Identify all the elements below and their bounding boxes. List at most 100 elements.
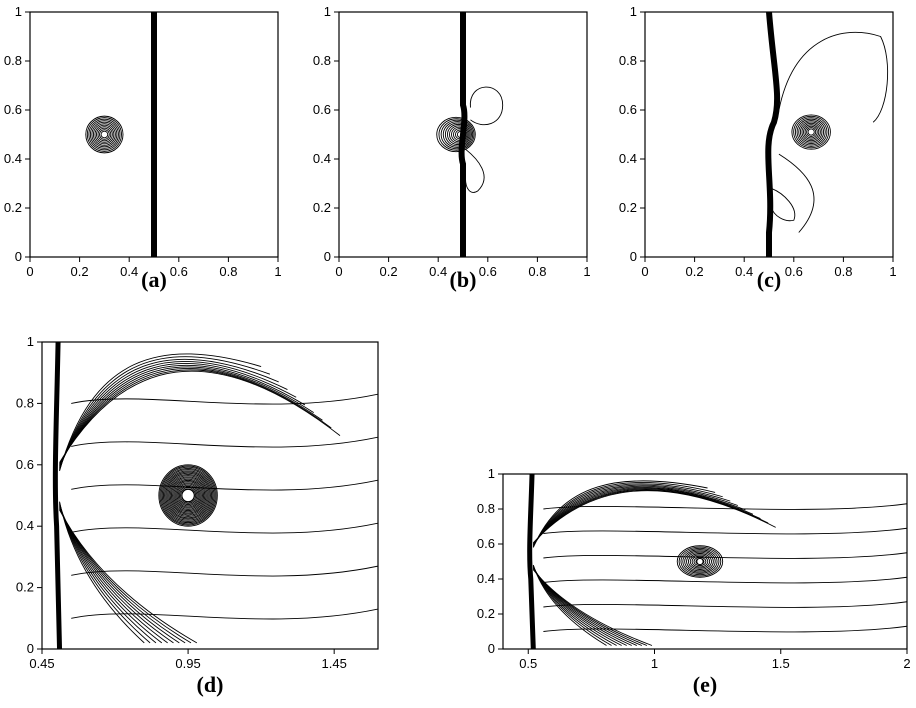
vortex-contour — [94, 124, 115, 145]
vortex-contour — [89, 120, 119, 149]
wave-contour — [771, 187, 796, 222]
field-contour — [71, 522, 378, 534]
vortex-contour — [86, 117, 122, 152]
bow-contour — [532, 569, 653, 646]
bow-contour — [59, 361, 288, 469]
vortex-contour — [804, 125, 818, 139]
vortex-contour — [160, 466, 216, 525]
x-tick-label: 0.8 — [219, 264, 237, 279]
y-tick-label: 0.8 — [4, 53, 22, 68]
x-tick-label: 0.45 — [29, 656, 54, 671]
vortex-contour — [438, 118, 475, 151]
y-tick-label: 0.4 — [619, 151, 637, 166]
y-tick-label: 0.4 — [4, 151, 22, 166]
x-tick-label: 0.8 — [834, 264, 852, 279]
x-tick-label: 0.6 — [170, 264, 188, 279]
x-tick-label: 2 — [903, 656, 910, 671]
vortex-contour — [168, 475, 208, 516]
plot-frame — [338, 11, 588, 258]
vortex-contour — [689, 554, 711, 569]
y-tick-label: 0.8 — [619, 53, 637, 68]
bow-contour — [59, 366, 314, 466]
vortex-contour — [447, 123, 470, 146]
vortex-contour — [97, 127, 112, 142]
x-tick-label: 0.2 — [380, 264, 398, 279]
field-contour — [543, 625, 907, 633]
vortex-contour — [176, 483, 200, 508]
x-tick-label: 0.4 — [120, 264, 138, 279]
x-tick-label: 0.5 — [519, 656, 537, 671]
vortex-contour — [798, 120, 825, 145]
y-tick-label: 0.2 — [313, 200, 331, 215]
field-contour — [71, 608, 378, 620]
y-tick-label: 0.6 — [16, 457, 34, 472]
vortex-contour — [178, 485, 198, 506]
y-tick-label: 0.6 — [4, 102, 22, 117]
field-contour — [71, 479, 378, 491]
plot-frame — [29, 11, 279, 258]
bow-contour — [59, 364, 306, 467]
panel-caption: (a) — [141, 267, 167, 292]
bow-contour — [532, 484, 731, 547]
bow-contour — [59, 362, 297, 468]
x-tick-label: 0.2 — [686, 264, 704, 279]
x-tick-label: 0.6 — [785, 264, 803, 279]
vortex-contour — [451, 126, 468, 143]
vortex-contour — [676, 545, 724, 578]
panel-d: 0.45 0.95 1.45 0 0.2 0.4 0.6 0.8 1 (d) — [16, 334, 379, 697]
panel-caption: (b) — [450, 267, 477, 292]
wave-contour — [469, 86, 504, 126]
wave-contour — [778, 153, 815, 233]
bow-contour — [532, 485, 738, 546]
vortex-contour — [85, 115, 124, 154]
field-contour — [71, 436, 378, 448]
vortex-contour — [161, 467, 215, 524]
vortex-contour — [169, 476, 207, 515]
bow-contour — [59, 368, 323, 465]
y-tick-label: 0 — [630, 249, 637, 264]
bow-contour — [59, 353, 262, 472]
panel-caption: (e) — [693, 672, 717, 697]
vortex-contour — [807, 128, 815, 136]
shock-front — [458, 12, 468, 257]
shock-front — [527, 474, 536, 649]
y-tick-label: 0 — [488, 641, 495, 656]
panel-caption: (c) — [757, 267, 781, 292]
y-tick-label: 1 — [324, 4, 331, 19]
vortex-contour — [678, 546, 722, 577]
y-tick-label: 0.6 — [619, 102, 637, 117]
bow-contour — [59, 370, 341, 463]
bow-contour — [59, 369, 332, 464]
x-tick-label: 1 — [889, 264, 896, 279]
panel-e: 0.5 1 1.5 2 0 0.2 0.4 0.6 0.8 1 (e) — [477, 466, 911, 697]
field-contour — [543, 576, 907, 584]
vortex-contour — [803, 124, 820, 140]
x-tick-label: 0 — [641, 264, 648, 279]
vortex-contour — [687, 553, 712, 570]
vortex-contour — [100, 130, 109, 139]
vortex-contour — [682, 549, 718, 574]
vortex-contour — [173, 479, 203, 512]
vortex-contour — [175, 482, 201, 509]
vortex-contour — [680, 547, 720, 576]
vortex-contour — [166, 472, 210, 519]
y-tick-label: 0 — [324, 249, 331, 264]
wave-contour — [465, 148, 485, 193]
vortex-core — [181, 488, 195, 503]
x-tick-label: 0 — [335, 264, 342, 279]
y-tick-label: 0.4 — [313, 151, 331, 166]
vortex-contour — [440, 119, 474, 150]
x-tick-label: 1 — [651, 656, 658, 671]
x-tick-label: 0.95 — [175, 656, 200, 671]
panel-caption: (d) — [197, 672, 224, 697]
y-tick-label: 0.4 — [477, 571, 495, 586]
vortex-contour — [796, 118, 826, 146]
bow-contour — [532, 489, 769, 544]
vortex-contour — [177, 484, 199, 507]
field-contour — [71, 393, 378, 405]
x-tick-label: 1.5 — [772, 656, 790, 671]
plot-frame — [41, 341, 379, 650]
vortex-contour — [88, 118, 121, 151]
x-tick-label: 0.4 — [429, 264, 447, 279]
